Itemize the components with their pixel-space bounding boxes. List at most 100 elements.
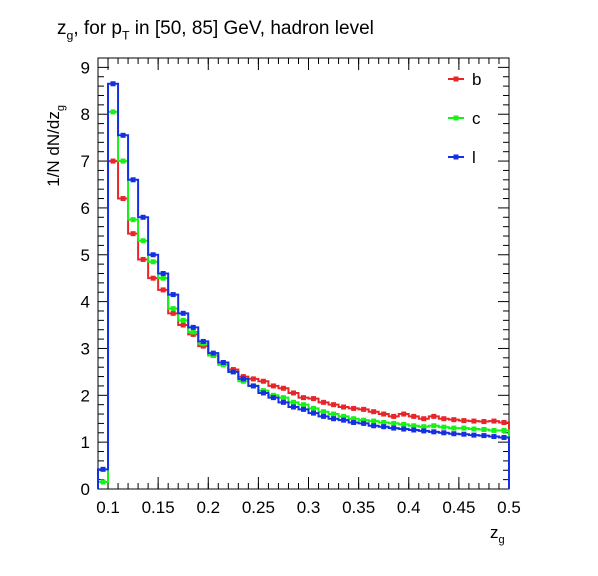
data-point-b — [461, 418, 467, 424]
data-point-c — [110, 109, 116, 115]
data-point-c — [411, 423, 417, 429]
data-point-l — [381, 424, 387, 430]
data-point-l — [120, 132, 126, 138]
data-point-l — [250, 383, 256, 389]
legend-label-b: b — [472, 70, 481, 89]
data-point-c — [351, 416, 357, 422]
data-point-l — [451, 431, 457, 437]
legend-item-l: l — [448, 148, 476, 167]
data-point-l — [401, 426, 407, 432]
y-tick-label: 3 — [81, 339, 90, 358]
data-point-b — [311, 396, 317, 402]
data-point-l — [421, 428, 427, 434]
data-point-c — [140, 238, 146, 244]
data-point-c — [120, 158, 126, 164]
y-tick-label: 9 — [81, 58, 90, 77]
data-point-b — [321, 399, 327, 405]
data-point-c — [421, 424, 427, 430]
data-point-c — [180, 317, 186, 323]
data-point-l — [270, 395, 276, 401]
data-point-l — [431, 429, 437, 435]
legend-marker-l — [453, 154, 459, 160]
data-point-b — [180, 322, 186, 328]
data-point-c — [311, 405, 317, 411]
series-line-b — [97, 160, 510, 489]
y-axis-label: 1/N dN/dzg — [44, 105, 67, 187]
data-point-b — [441, 416, 447, 422]
data-point-c — [290, 399, 296, 405]
data-point-l — [491, 434, 497, 440]
data-point-b — [451, 417, 457, 423]
legend-marker-c — [453, 115, 459, 121]
data-point-b — [140, 256, 146, 262]
x-axis: 0.1 0.15 0.2 0.25 0.3 0.35 0.4 0.45 0.5 — [96, 58, 521, 517]
data-point-b — [351, 405, 357, 411]
data-point-c — [160, 275, 166, 281]
data-point-l — [130, 177, 136, 183]
data-point-b — [260, 378, 266, 384]
x-tick-label: 0.2 — [196, 498, 220, 517]
data-point-b — [471, 418, 477, 424]
data-point-l — [170, 292, 176, 298]
data-point-l — [280, 399, 286, 405]
data-point-b — [371, 409, 377, 415]
y-tick-label: 5 — [81, 246, 90, 265]
y-tick-label: 6 — [81, 199, 90, 218]
legend: b c l — [448, 70, 481, 167]
data-point-b — [130, 231, 136, 237]
data-point-c — [130, 217, 136, 223]
data-point-b — [381, 411, 387, 417]
data-point-c — [331, 411, 337, 417]
data-point-l — [290, 404, 296, 410]
data-point-l — [301, 406, 306, 412]
data-point-c — [481, 427, 487, 433]
x-tick-label: 0.5 — [497, 498, 521, 517]
data-point-l — [441, 430, 447, 436]
data-point-c — [100, 479, 106, 485]
x-axis-label: zg — [490, 523, 505, 546]
data-point-l — [321, 413, 327, 419]
data-point-l — [160, 271, 166, 276]
data-point-b — [491, 418, 497, 424]
x-tick-label: 0.25 — [242, 498, 275, 517]
data-point-c — [391, 420, 397, 426]
data-point-l — [190, 324, 196, 330]
x-tick-label: 0.4 — [397, 498, 421, 517]
data-point-c — [501, 427, 507, 433]
x-tick-label: 0.15 — [142, 498, 175, 517]
data-point-l — [391, 425, 397, 431]
data-point-c — [371, 418, 377, 424]
chart-title: zg, for pT in [50, 85] GeV, hadron level — [57, 18, 374, 43]
data-point-l — [501, 434, 507, 440]
data-point-b — [331, 402, 337, 408]
data-point-c — [471, 426, 477, 432]
data-point-c — [361, 417, 367, 423]
legend-item-c: c — [448, 109, 481, 128]
x-tick-label: 0.3 — [297, 498, 321, 517]
data-point-b — [170, 310, 176, 316]
data-point-l — [230, 369, 236, 375]
data-point-l — [331, 416, 337, 422]
data-point-c — [280, 395, 286, 401]
data-point-b — [280, 385, 286, 391]
x-tick-label: 0.1 — [96, 498, 120, 517]
data-point-b — [431, 413, 437, 419]
data-point-b — [120, 196, 126, 202]
data-point-l — [100, 466, 106, 472]
legend-label-c: c — [472, 109, 481, 128]
data-point-l — [180, 310, 186, 316]
data-point-l — [240, 376, 246, 382]
y-tick-label: 2 — [81, 386, 90, 405]
data-point-b — [160, 287, 166, 293]
data-point-b — [150, 275, 156, 281]
data-point-l — [371, 423, 377, 429]
data-point-c — [170, 306, 176, 312]
data-point-b — [501, 419, 507, 425]
data-point-b — [290, 390, 296, 396]
data-point-b — [301, 395, 306, 401]
legend-label-l: l — [472, 148, 476, 167]
legend-item-b: b — [448, 70, 481, 89]
data-point-c — [491, 427, 497, 433]
data-point-b — [401, 411, 407, 417]
